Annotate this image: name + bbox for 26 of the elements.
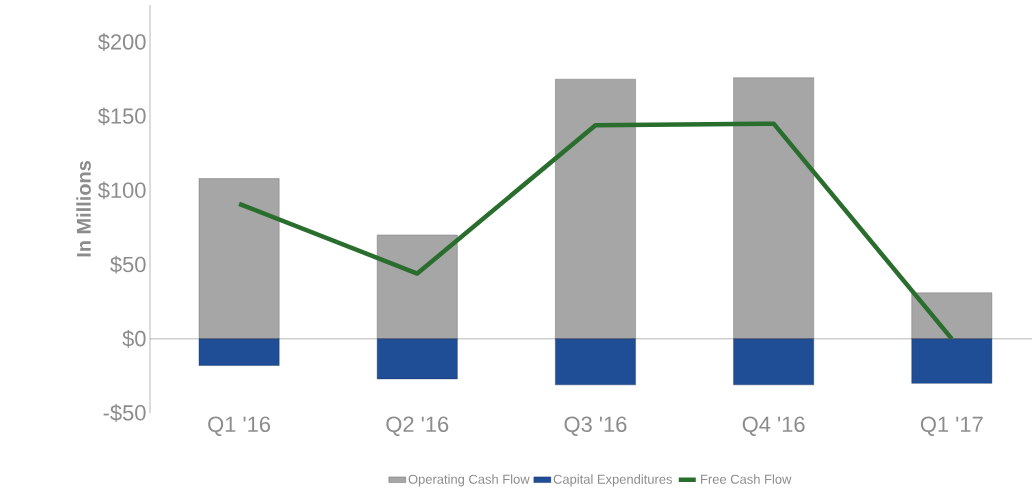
x-tick-label: Q3 '16: [564, 416, 627, 436]
legend-label: Operating Cash Flow: [408, 474, 530, 487]
bar: [555, 78, 636, 340]
y-tick-label: $100: [97, 181, 146, 200]
legend-label: Capital Expenditures: [553, 474, 673, 487]
bar: [376, 234, 458, 340]
x-tick-label: Q2 '16: [386, 416, 449, 436]
x-tick-label: Q4 '16: [742, 416, 805, 436]
bar: [733, 338, 814, 386]
bar: [555, 338, 636, 386]
y-axis-title: In Millions: [76, 161, 91, 257]
y-tick-label: -$50: [103, 404, 146, 422]
bar: [733, 77, 814, 340]
bar: [198, 178, 280, 340]
bar: [911, 292, 993, 340]
legend-label: Free Cash Flow: [701, 474, 792, 484]
y-tick-label: $150: [97, 107, 146, 126]
bar: [911, 338, 993, 384]
bar: [376, 338, 458, 380]
y-tick-label: $200: [97, 33, 146, 51]
line-series: [236, 121, 955, 342]
x-tick-label: Q1 '16: [208, 416, 271, 436]
y-tick-label: $0: [122, 329, 146, 348]
bar: [198, 338, 280, 366]
y-tick-label: $50: [110, 255, 146, 274]
x-tick-label: Q1 '17: [920, 416, 983, 436]
